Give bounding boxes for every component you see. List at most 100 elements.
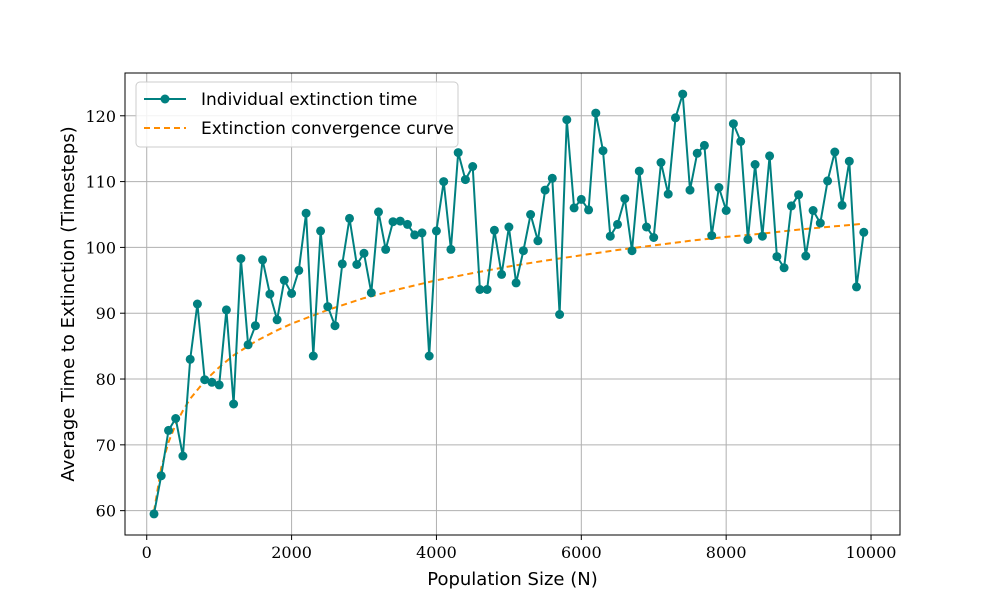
y-tick-label: 60: [96, 502, 116, 521]
data-point: [707, 231, 717, 241]
data-point: [757, 231, 767, 241]
grid-lines: [125, 73, 900, 535]
data-point: [721, 206, 731, 215]
data-point: [424, 351, 434, 361]
data-point: [287, 289, 297, 298]
data-point: [504, 222, 514, 232]
data-point: [859, 227, 869, 237]
data-point: [301, 208, 311, 218]
data-point: [460, 175, 470, 185]
data-point: [439, 177, 449, 187]
data-point: [207, 377, 217, 387]
data-point: [497, 269, 507, 279]
x-tick-label: 0: [142, 543, 152, 562]
data-point: [192, 299, 202, 309]
data-point: [417, 228, 427, 238]
data-point: [540, 185, 550, 195]
extinction-time-line: [153, 93, 865, 515]
data-point: [743, 235, 753, 244]
data-point: [468, 162, 478, 171]
data-point: [823, 176, 833, 186]
legend-marker-individual: [160, 94, 170, 104]
data-point: [337, 259, 347, 269]
convergence-curve-line: [153, 222, 864, 512]
data-point: [403, 219, 412, 229]
data-point: [844, 156, 854, 166]
data-point: [714, 183, 724, 192]
data-point: [779, 263, 789, 273]
data-point: [214, 380, 224, 390]
data-point: [185, 354, 195, 364]
data-point: [663, 189, 673, 199]
data-point: [555, 310, 565, 319]
data-point: [359, 248, 369, 258]
data-point: [171, 414, 181, 423]
data-point: [178, 451, 188, 461]
data-point: [236, 254, 246, 264]
x-tick-label: 6000: [561, 543, 602, 562]
data-point: [533, 236, 543, 246]
y-tick-label: 120: [85, 107, 116, 126]
data-point: [671, 113, 680, 123]
data-point: [598, 146, 608, 156]
data-point: [605, 231, 615, 241]
data-point: [250, 321, 260, 331]
convergence-curve-series: [153, 222, 864, 512]
data-point: [221, 305, 231, 315]
data-point: [388, 217, 398, 227]
data-point: [164, 425, 173, 435]
data-point: [678, 89, 688, 99]
data-point: [613, 219, 622, 229]
data-point: [634, 166, 644, 176]
data-point: [736, 136, 746, 146]
data-point: [692, 148, 702, 158]
legend-label-convergence: Extinction convergence curve: [201, 119, 454, 139]
x-axis-label: Population Size (N): [427, 569, 597, 590]
data-point: [410, 230, 420, 240]
data-point: [156, 471, 166, 481]
x-tick-label: 2000: [271, 543, 312, 562]
data-point: [345, 213, 354, 223]
data-point: [258, 255, 268, 265]
data-point: [627, 246, 637, 256]
data-point: [750, 160, 760, 169]
x-tick-label: 8000: [706, 543, 747, 562]
data-point: [547, 173, 557, 183]
data-point: [323, 302, 333, 312]
data-point: [699, 140, 709, 150]
x-tick-label: 10000: [846, 543, 897, 562]
y-tick-label: 110: [85, 173, 116, 192]
data-point: [279, 275, 289, 285]
data-point: [685, 185, 695, 195]
data-point: [149, 509, 159, 519]
axis-ticks: 0 2000 4000 6000 8000 10000 60 70 80 90 100 110 120: [85, 107, 896, 562]
data-point: [591, 108, 601, 118]
data-point: [374, 207, 383, 217]
y-axis-label: Average Time to Extinction (Timesteps): [58, 126, 79, 481]
data-point: [366, 288, 376, 298]
data-point: [453, 148, 463, 158]
data-point: [265, 289, 275, 299]
data-point: [330, 321, 340, 331]
y-tick-label: 80: [96, 370, 116, 389]
data-point: [815, 218, 825, 228]
legend-box: [135, 81, 459, 148]
data-point: [518, 246, 528, 256]
data-point: [294, 265, 304, 275]
data-point: [475, 285, 485, 294]
extinction-time-series: [149, 89, 869, 519]
data-point: [395, 216, 405, 226]
data-point: [786, 201, 796, 211]
legend-label-individual: Individual extinction time: [201, 90, 417, 110]
data-point: [569, 203, 579, 213]
data-point: [316, 226, 326, 236]
data-point: [576, 194, 586, 204]
data-point: [649, 233, 659, 242]
data-point: [446, 244, 456, 254]
data-point: [642, 222, 651, 232]
data-point: [584, 205, 594, 215]
data-point: [482, 285, 492, 294]
plot-frame: [124, 72, 901, 536]
y-tick-label: 100: [85, 238, 116, 257]
data-point: [801, 251, 811, 261]
